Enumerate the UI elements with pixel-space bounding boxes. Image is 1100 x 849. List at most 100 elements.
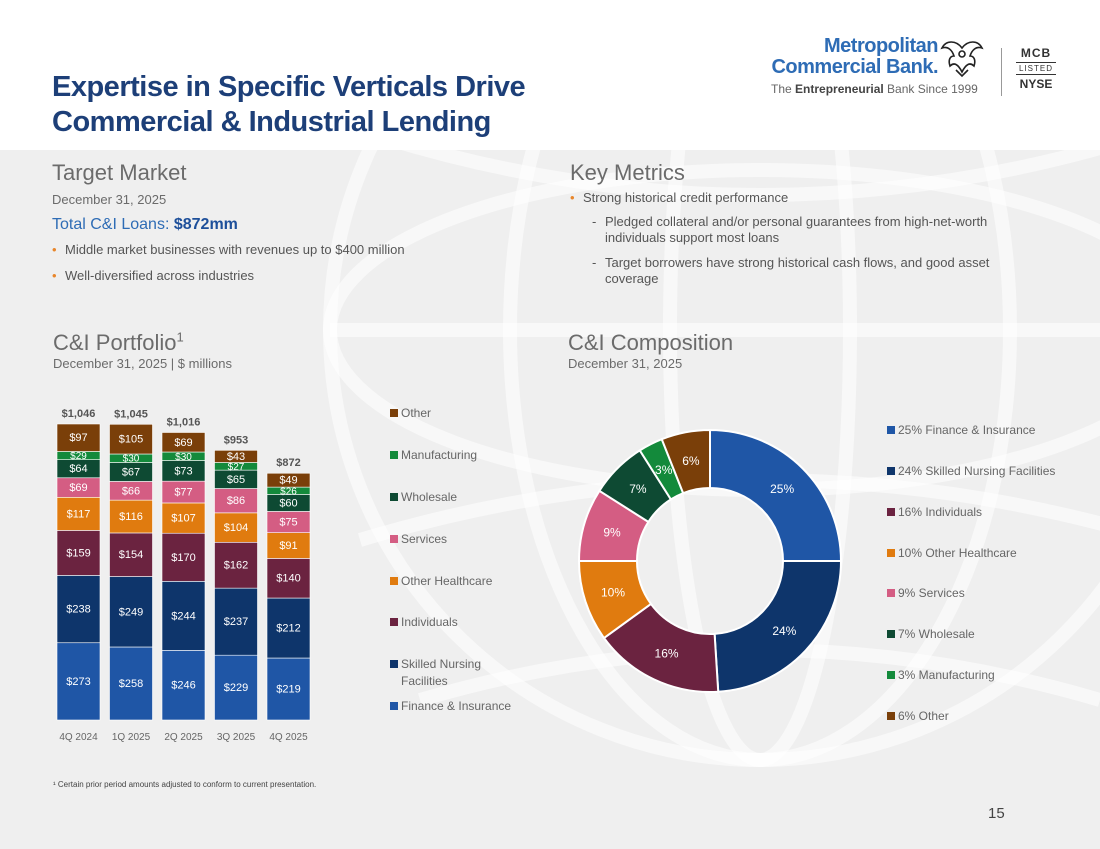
donut-legend-label-other-healthcare: 10% Other Healthcare [898,546,1017,560]
bar-segment-skilled-nursing-facilities [214,587,258,656]
bar-value-label: $246 [171,680,195,692]
footnote: ¹ Certain prior period amounts adjusted … [53,780,317,789]
bar-segment-skilled-nursing-facilities [161,581,206,651]
bar-segment-other-healthcare [56,496,101,531]
composition-heading-block: C&I Composition December 31, 2025 [568,330,868,371]
page-number: 15 [988,805,1005,822]
bar-segment-finance-and-insurance [109,646,153,721]
bar-value-label: $159 [66,547,90,559]
donut-slice-label: 9% [603,526,621,540]
bar-segment-skilled-nursing-facilities [266,597,311,659]
legend-swatch-wholesale [390,493,398,501]
donut-slice-label: 16% [655,646,679,660]
donut-legend-swatch-other-healthcare [887,549,895,557]
legend-label-other: Other [401,406,431,420]
bar-segment-individuals [266,558,311,599]
bar-value-label: $30 [123,454,140,465]
legend-swatch-other-healthcare [390,577,398,585]
legend-label-individuals: Individuals [401,615,458,629]
bar-value-label: $75 [279,517,297,529]
bar-value-label: $30 [175,452,192,463]
logo-name-line2: Commercial Bank. [771,56,938,78]
bar-value-label: $69 [174,437,192,449]
bar-value-label: $229 [224,682,248,694]
legend-label-skilled-nursing-facilities: Skilled Nursing Facilities [401,657,481,688]
bar-segment-other [161,432,206,453]
target-market-section: Target Market December 31, 2025 Total C&… [52,160,532,294]
donut-legend-label-individuals: 16% Individuals [898,505,982,519]
target-market-bullet: Middle market businesses with revenues u… [52,242,532,258]
logo-bank-name: Metropolitan Commercial Bank. [768,36,938,78]
bar-value-label: $73 [174,465,192,477]
donut-slice-label: 7% [629,482,647,496]
bar-value-label: $104 [224,522,248,534]
bar-value-label: $69 [69,482,87,494]
bar-value-label: $43 [227,451,245,463]
bar-value-label: $60 [279,497,297,509]
donut-slice-label: 10% [601,586,625,600]
slide-title-line1: Expertise in Specific Verticals Drive [52,71,526,103]
total-loans-value: $872mm [173,216,238,233]
legend-swatch-finance-and-insurance [390,702,398,710]
bar-segment-individuals [214,541,258,589]
bar-value-label: $117 [67,508,91,520]
x-tick-label: 2Q 2025 [164,732,203,743]
bar-value-label: $238 [66,604,90,616]
bar-value-label: $49 [279,475,297,487]
key-metrics-heading: Key Metrics [570,160,685,185]
legend-swatch-skilled-nursing-facilities [390,660,398,668]
bar-value-label: $212 [276,623,300,635]
legend-label-other-healthcare: Other Healthcare [401,574,493,588]
bar-value-label: $249 [119,606,143,618]
portfolio-footnote-marker: 1 [176,329,184,345]
logo-name-line1: Metropolitan [824,35,939,57]
legend-swatch-other [390,409,398,417]
bar-segment-finance-and-insurance [56,642,101,721]
donut-legend-label-wholesale: 7% Wholesale [898,627,975,641]
bar-value-label: $97 [69,432,87,444]
bar-total-label: $953 [224,434,248,446]
bar-segment-other [56,423,101,452]
donut-legend-label-skilled-nursing-facilities: 24% Skilled Nursing Facilities [898,464,1055,478]
key-metrics-bullets: Strong historical credit performance [570,190,1030,206]
bank-logo: Metropolitan Commercial Bank. MCB LISTED… [768,36,1068,100]
bar-segment-skilled-nursing-facilities [109,576,153,648]
portfolio-heading-block: C&I Portfolio1 December 31, 2025 | $ mil… [53,330,353,371]
legend-label-finance-and-insurance: Finance & Insurance [401,699,511,713]
logo-listed: LISTED [1016,62,1056,75]
donut-legend-swatch-services [887,589,895,597]
bar-value-label: $91 [279,540,297,552]
tagline-prefix: The [771,82,796,96]
donut-legend-label-finance-and-insurance: 25% Finance & Insurance [898,423,1036,437]
logo-divider [1001,48,1002,96]
legend-swatch-manufacturing [390,451,398,459]
logo-ticker: MCB [1020,46,1052,60]
donut-legend-swatch-individuals [887,508,895,516]
bar-value-label: $116 [119,511,143,523]
portfolio-heading-text: C&I Portfolio [53,330,177,355]
legend-label-services: Services [401,532,447,546]
donut-legend-swatch-finance-and-insurance [887,426,895,434]
logo-tagline: The Entrepreneurial Bank Since 1999 [771,82,978,96]
tagline-suffix: Bank Since 1999 [883,82,978,96]
total-loans: Total C&I Loans: $872mm [52,216,532,234]
bar-segment-finance-and-insurance [266,657,311,721]
portfolio-heading: C&I Portfolio1 [53,330,353,356]
x-tick-label: 3Q 2025 [217,732,256,743]
bar-value-label: $107 [171,513,195,525]
target-market-bullet: Well-diversified across industries [52,268,532,284]
total-loans-label: Total C&I Loans: [52,216,174,233]
donut-slice-skilled-nursing-facilities [713,560,843,693]
bar-value-label: $170 [171,552,195,564]
donut-legend-swatch-manufacturing [887,671,895,679]
legend-label-manufacturing: Manufacturing [401,448,477,462]
target-market-bullets: Middle market businesses with revenues u… [52,242,532,284]
bar-value-label: $237 [224,616,248,628]
key-metrics-subbullet: Target borrowers have strong historical … [592,255,1030,287]
key-metrics-bullet: Strong historical credit performance [570,190,1030,206]
donut-slice-finance-and-insurance [709,428,843,562]
bar-segment-individuals [161,532,206,582]
composition-subheading: December 31, 2025 [568,356,683,371]
bar-value-label: $26 [280,486,297,497]
